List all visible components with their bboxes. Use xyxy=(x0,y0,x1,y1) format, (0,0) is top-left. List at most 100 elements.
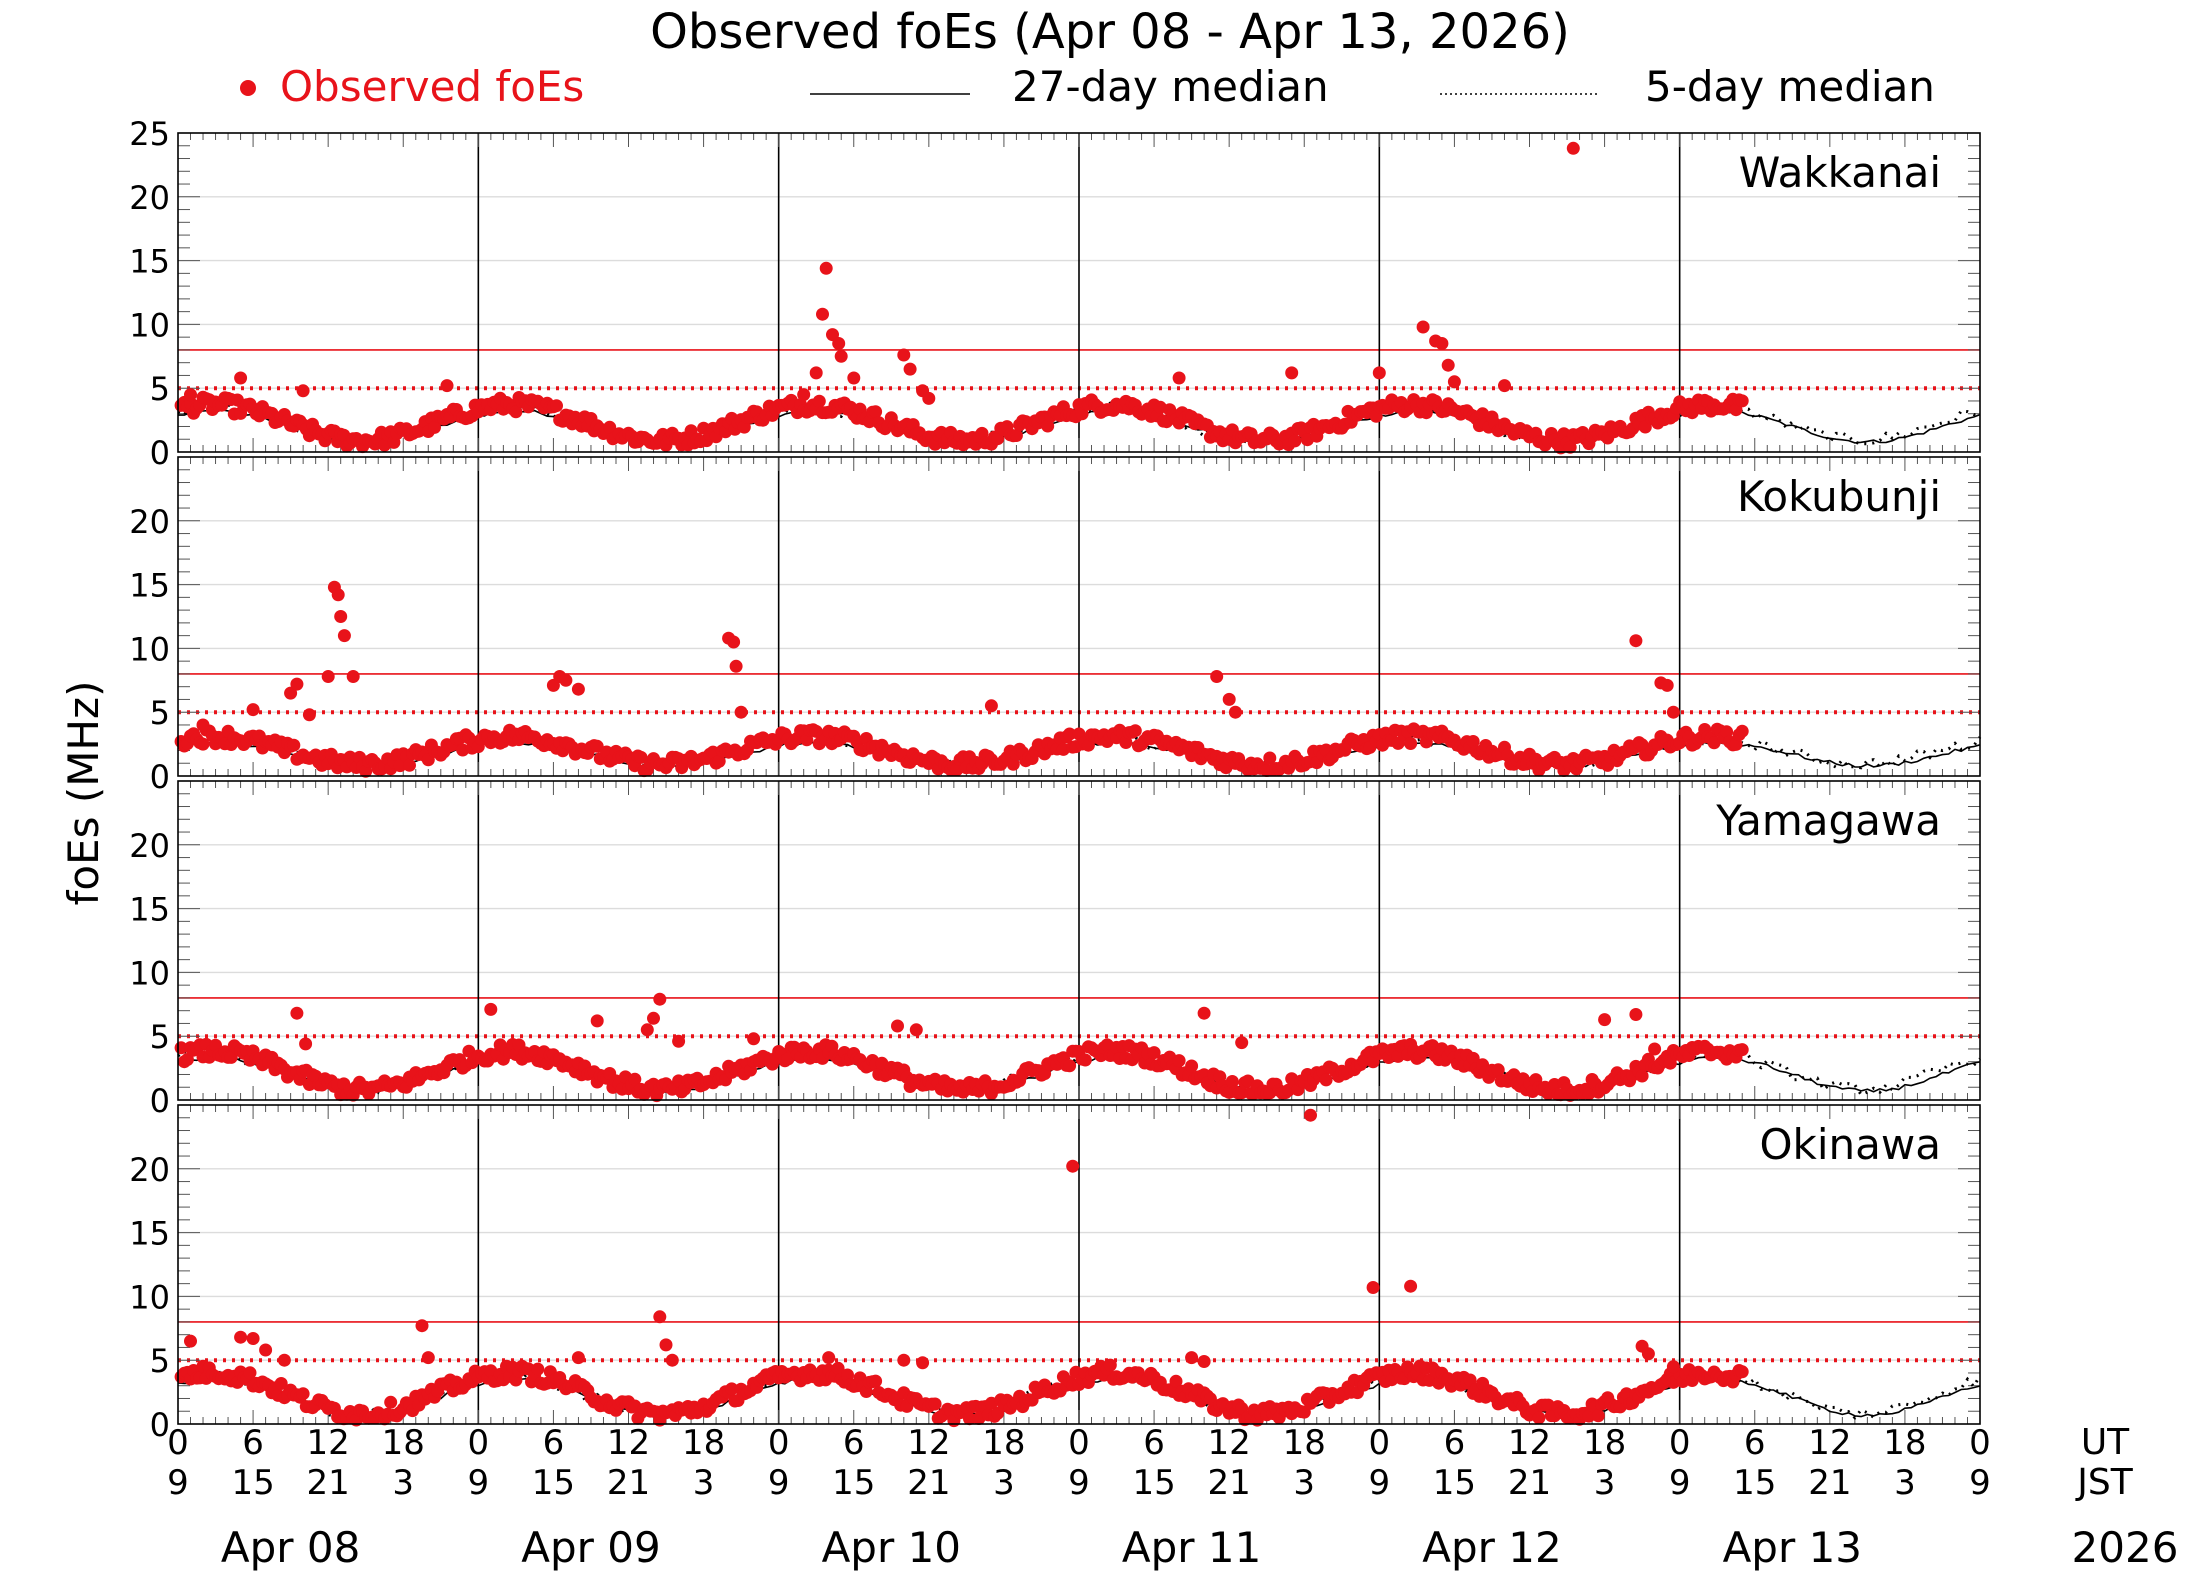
y-tick-label: 5 xyxy=(150,370,170,408)
observed-point xyxy=(559,673,573,687)
x-tick-label-jst: 15 xyxy=(532,1463,575,1503)
observed-point xyxy=(321,670,335,683)
x-tick-label-jst: 15 xyxy=(832,1463,875,1503)
x-tick-label-ut: 18 xyxy=(1883,1423,1926,1463)
x-tick-label-ut: 18 xyxy=(1283,1423,1326,1463)
observed-point xyxy=(1128,724,1142,738)
x-tick-label-ut: 6 xyxy=(1744,1423,1766,1463)
observed-point xyxy=(819,261,833,275)
observed-point xyxy=(734,705,748,719)
observed-point xyxy=(296,1387,310,1401)
x-tick-label-ut: 0 xyxy=(768,1423,790,1463)
observed-point xyxy=(1720,725,1734,739)
observed-point xyxy=(1222,692,1236,706)
observed-point xyxy=(1566,141,1580,155)
observed-point xyxy=(1735,724,1749,738)
panel-wakkanai: Wakkanai 0 5 10 15 20 25 xyxy=(129,115,1981,472)
station-label-yamagawa: Yamagawa xyxy=(1715,796,1941,845)
observed-point xyxy=(797,388,811,402)
observed-point xyxy=(196,737,210,751)
observed-point xyxy=(440,379,454,393)
observed-point xyxy=(903,362,917,376)
observed-point xyxy=(196,718,210,732)
panel-frame xyxy=(177,456,1981,777)
observed-point xyxy=(571,1351,585,1365)
observed-point xyxy=(334,610,348,623)
observed-point xyxy=(832,337,846,350)
x-tick-label-jst: 21 xyxy=(307,1463,350,1503)
observed-point xyxy=(296,384,310,398)
observed-point xyxy=(1416,320,1430,334)
x-tick-label-jst: 3 xyxy=(693,1463,715,1503)
x-tick-label-ut: 18 xyxy=(1583,1423,1626,1463)
observed-point xyxy=(1532,1411,1546,1425)
observed-point xyxy=(725,1382,739,1396)
observed-point xyxy=(421,1351,435,1365)
observed-point xyxy=(1498,379,1511,393)
y-tick-label: 10 xyxy=(129,306,170,344)
x-tick-label-jst: 21 xyxy=(907,1463,950,1503)
observed-point xyxy=(1441,358,1455,372)
observed-point xyxy=(672,1034,686,1048)
y-tick-label: 10 xyxy=(129,630,170,668)
y-tick-label: 15 xyxy=(129,243,170,281)
observed-point xyxy=(1225,1075,1239,1088)
observed-point xyxy=(653,992,667,1006)
observed-point xyxy=(1491,1063,1505,1077)
observed-point xyxy=(1066,1159,1080,1173)
observed-point xyxy=(747,1032,761,1046)
observed-point xyxy=(916,1356,930,1370)
observed-point xyxy=(1172,1054,1186,1068)
observed-point xyxy=(1735,1043,1749,1057)
x-tick-label-ut: 12 xyxy=(1808,1423,1851,1463)
observed-point xyxy=(184,388,197,402)
station-label-okinawa: Okinawa xyxy=(1760,1120,1942,1169)
observed-point xyxy=(246,1332,260,1345)
observed-point xyxy=(1635,738,1649,752)
observed-point xyxy=(1288,434,1302,448)
observed-point xyxy=(1009,429,1023,442)
x-tick-label-jst: 21 xyxy=(607,1463,650,1503)
observed-point xyxy=(531,1362,545,1376)
observed-point xyxy=(812,394,826,408)
legend-27day-label: 27-day median xyxy=(1012,62,1329,111)
observed-point xyxy=(831,1361,845,1375)
observed-point xyxy=(415,1319,429,1333)
observed-point xyxy=(1735,1365,1749,1379)
x-tick-label-jst: 9 xyxy=(167,1463,189,1503)
observed-point xyxy=(359,764,373,778)
observed-point xyxy=(277,1353,291,1367)
observed-point xyxy=(1063,727,1077,741)
station-label-kokubunji: Kokubunji xyxy=(1737,472,1941,521)
y-tick-label: 15 xyxy=(129,891,170,929)
x-tick-label-ut: 12 xyxy=(607,1423,650,1463)
observed-point xyxy=(729,659,743,673)
observed-point xyxy=(290,1006,304,1020)
observed-point xyxy=(1006,757,1020,771)
x-tick-label-ut: 12 xyxy=(1508,1423,1551,1463)
observed-point xyxy=(822,1351,836,1365)
observed-point xyxy=(384,1395,398,1409)
observed-point xyxy=(590,739,604,753)
observed-point xyxy=(847,371,861,385)
x-tick-label-jst: 21 xyxy=(1208,1463,1251,1503)
x-axis-ut-label: UT xyxy=(2081,1422,2130,1463)
x-tick-label-jst: 21 xyxy=(1508,1463,1551,1503)
observed-point xyxy=(1119,736,1133,749)
observed-point xyxy=(809,366,823,380)
observed-point xyxy=(909,1023,923,1037)
observed-point xyxy=(274,1377,288,1390)
x-tick-label-jst: 15 xyxy=(1733,1463,1776,1503)
y-tick-label: 0 xyxy=(150,758,170,796)
x-tick-label-jst: 9 xyxy=(1669,1463,1691,1503)
observed-point xyxy=(509,405,523,419)
observed-point xyxy=(234,371,248,385)
observed-point xyxy=(1197,1355,1211,1368)
x-axis-year-label: 2026 xyxy=(2072,1523,2179,1572)
observed-point xyxy=(1304,1108,1317,1122)
observed-point xyxy=(1598,1013,1612,1027)
y-tick-label: 10 xyxy=(129,1278,170,1316)
observed-point xyxy=(1563,440,1577,454)
x-tick-label-jst: 9 xyxy=(1369,1463,1391,1503)
legend-5day-label: 5-day median xyxy=(1645,62,1935,111)
